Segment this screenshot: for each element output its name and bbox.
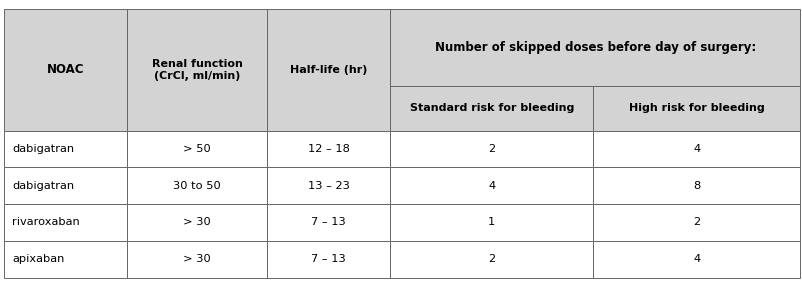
Text: 1: 1 [488, 218, 496, 227]
Bar [128, 167, 267, 204]
Text: 4: 4 [488, 181, 496, 191]
Text: rivaroxaban: rivaroxaban [12, 218, 79, 227]
Text: dabigatran: dabigatran [12, 181, 74, 191]
Bar [593, 241, 800, 278]
Bar [4, 241, 128, 278]
Text: 8: 8 [693, 181, 700, 191]
Bar [267, 167, 391, 204]
Text: 4: 4 [693, 254, 700, 264]
Bar [593, 167, 800, 204]
Bar [128, 241, 267, 278]
Bar [4, 204, 128, 241]
Text: apixaban: apixaban [12, 254, 64, 264]
Bar [128, 131, 267, 167]
Text: 7 – 13: 7 – 13 [311, 218, 346, 227]
Text: NOAC: NOAC [47, 63, 84, 76]
Text: Standard risk for bleeding: Standard risk for bleeding [410, 103, 574, 113]
Bar [267, 204, 391, 241]
Text: 7 – 13: 7 – 13 [311, 254, 346, 264]
Bar [391, 131, 593, 167]
Bar [391, 241, 593, 278]
Text: > 30: > 30 [184, 218, 211, 227]
Bar [593, 131, 800, 167]
Text: 13 – 23: 13 – 23 [308, 181, 350, 191]
Bar [4, 167, 128, 204]
Text: Number of skipped doses before day of surgery:: Number of skipped doses before day of su… [435, 41, 756, 54]
Bar [4, 131, 128, 167]
Bar [128, 9, 267, 131]
Text: > 30: > 30 [184, 254, 211, 264]
Bar [593, 86, 800, 131]
Text: 30 to 50: 30 to 50 [173, 181, 221, 191]
Text: 2: 2 [488, 144, 496, 154]
Text: 2: 2 [488, 254, 496, 264]
Text: > 50: > 50 [184, 144, 211, 154]
Text: High risk for bleeding: High risk for bleeding [629, 103, 765, 113]
Text: dabigatran: dabigatran [12, 144, 74, 154]
Bar [267, 241, 391, 278]
Bar [267, 9, 391, 131]
Text: Renal function
(CrCl, ml/min): Renal function (CrCl, ml/min) [152, 59, 242, 81]
Bar [391, 167, 593, 204]
Bar [391, 204, 593, 241]
Text: 2: 2 [693, 218, 700, 227]
Text: 4: 4 [693, 144, 700, 154]
Text: 12 – 18: 12 – 18 [308, 144, 350, 154]
Bar [593, 204, 800, 241]
Bar [267, 131, 391, 167]
Bar [391, 9, 800, 86]
Bar [4, 9, 128, 131]
Bar [391, 86, 593, 131]
Text: Half-life (hr): Half-life (hr) [290, 65, 367, 75]
Bar [128, 204, 267, 241]
